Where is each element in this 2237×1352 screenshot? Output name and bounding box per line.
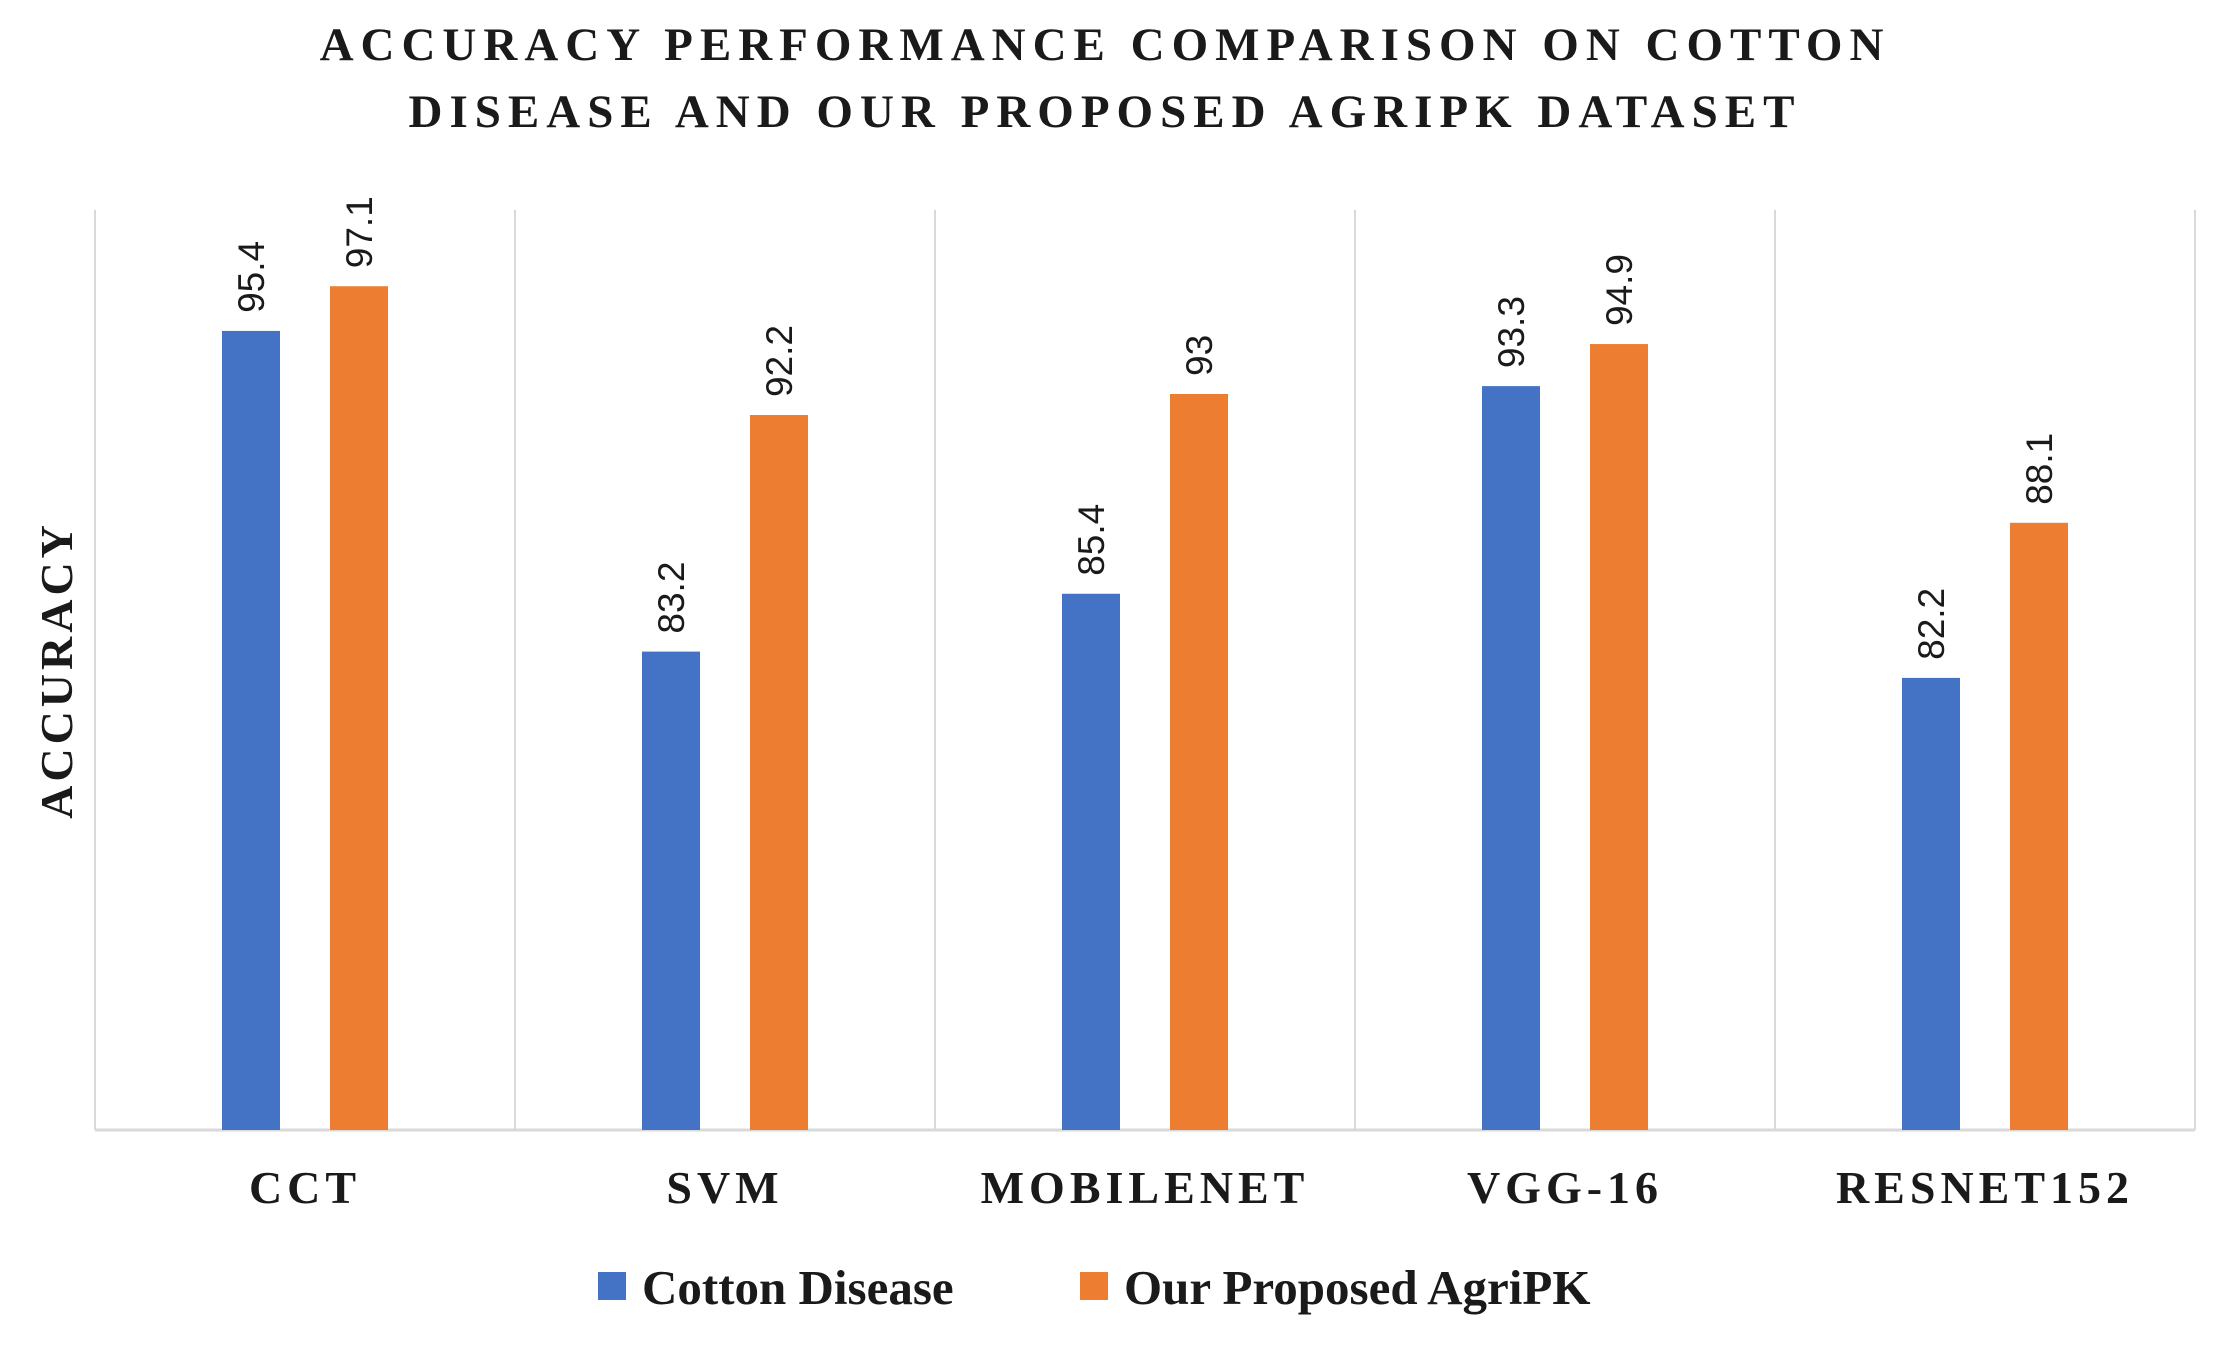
- bar-cotton-disease-mobilenet: [1062, 593, 1120, 1130]
- bar-our-proposed-agripk-mobilenet: [1170, 394, 1228, 1130]
- bar-cotton-disease-vgg-16: [1482, 386, 1540, 1131]
- data-label: 92.2: [759, 325, 800, 397]
- bar-cotton-disease-resnet152: [1902, 677, 1960, 1130]
- legend: Cotton Disease Our Proposed AgriPK: [598, 1260, 1590, 1315]
- data-label: 83.2: [651, 562, 692, 634]
- data-label: 82.2: [1911, 588, 1952, 660]
- bar-our-proposed-agripk-svm: [750, 415, 808, 1130]
- legend-swatch-2: [1080, 1272, 1108, 1300]
- chart-title-line-2: DISEASE AND OUR PROPOSED AGRIPK DATASET: [409, 86, 1802, 138]
- x-tick-label: MOBILENET: [981, 1162, 1310, 1213]
- chart-title: ACCURACY PERFORMANCE COMPARISON ON COTTO…: [320, 19, 1891, 138]
- x-tick-label: VGG-16: [1467, 1162, 1663, 1213]
- data-label: 97.1: [339, 196, 380, 268]
- data-label: 94.9: [1599, 254, 1640, 326]
- plot-area: 95.4 97.1 CCT 83.2 92.2 SVM 85.4 93 MOBILENET 93.…: [94, 196, 2196, 1213]
- bar-our-proposed-agripk-cct: [330, 286, 388, 1130]
- data-label: 95.4: [231, 241, 272, 313]
- bar-cotton-disease-svm: [642, 651, 700, 1130]
- data-label: 93: [1179, 335, 1220, 376]
- bar-cotton-disease-cct: [222, 330, 280, 1130]
- data-label: 85.4: [1071, 504, 1112, 576]
- legend-label-1: Cotton Disease: [642, 1260, 954, 1315]
- legend-swatch-1: [598, 1272, 626, 1300]
- chart-title-line-1: ACCURACY PERFORMANCE COMPARISON ON COTTO…: [320, 19, 1891, 71]
- legend-label-2: Our Proposed AgriPK: [1124, 1260, 1590, 1315]
- data-label: 93.3: [1491, 296, 1532, 368]
- x-tick-label: SVM: [666, 1162, 783, 1213]
- bar-our-proposed-agripk-vgg-16: [1590, 344, 1648, 1130]
- x-tick-label: RESNET152: [1836, 1162, 2134, 1213]
- data-label: 88.1: [2019, 433, 2060, 505]
- x-tick-label: CCT: [249, 1162, 361, 1213]
- y-axis-label: ACCURACY: [31, 521, 82, 819]
- bar-our-proposed-agripk-resnet152: [2010, 522, 2068, 1130]
